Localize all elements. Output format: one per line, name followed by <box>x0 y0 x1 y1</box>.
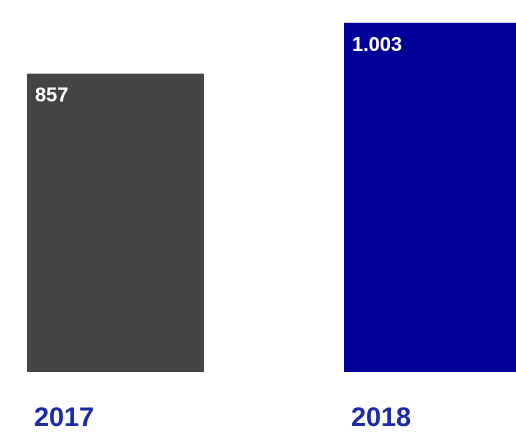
value-labels-group: 857 1.003 <box>35 34 402 107</box>
data-label-2017: 857 <box>35 85 68 107</box>
category-label-2017: 2017 <box>34 402 94 432</box>
data-label-2018: 1.003 <box>352 34 402 56</box>
bars-group <box>27 22 516 372</box>
bar-2017 <box>27 73 204 372</box>
bar-2018 <box>344 22 516 372</box>
category-label-2018: 2018 <box>351 402 411 432</box>
category-labels-group: 2017 2018 <box>34 402 411 432</box>
